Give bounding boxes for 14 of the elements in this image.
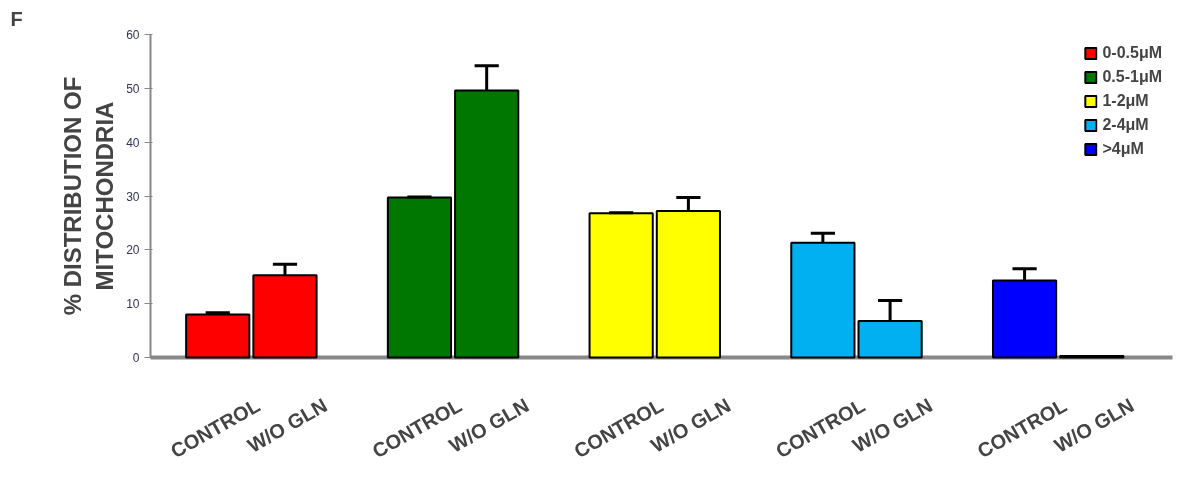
legend-label: 2-4μM xyxy=(1102,116,1149,134)
y-tick-label: 10 xyxy=(126,297,140,312)
legend-label: 1-2μM xyxy=(1102,92,1149,110)
y-tick-label: 20 xyxy=(126,243,140,258)
y-tick-label: 0 xyxy=(132,351,140,365)
legend-label: >4μM xyxy=(1102,140,1144,158)
legend-label: 0.5-1μM xyxy=(1102,68,1162,86)
y-tick-label: 40 xyxy=(126,135,140,150)
legend-label: 0-0.5μM xyxy=(1102,44,1162,62)
text: F xyxy=(10,7,23,30)
y-tick-label: 30 xyxy=(126,189,140,204)
y-axis-title: % DISTRIBUTION OF MITOCHONDRIA xyxy=(58,76,119,316)
y-tick-label: 50 xyxy=(126,81,140,96)
y-tick-label: 60 xyxy=(126,28,140,42)
